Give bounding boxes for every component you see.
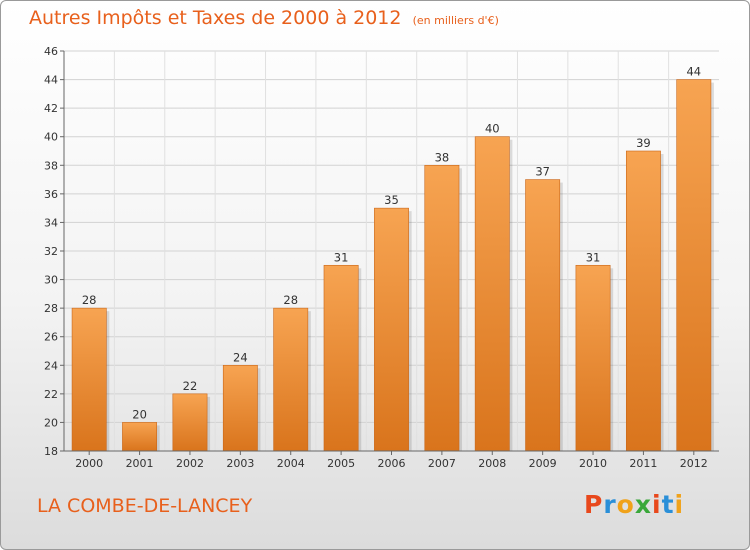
y-tick-label: 26 [44, 331, 58, 344]
logo-letter: o [616, 490, 635, 519]
chart-subtitle: (en milliers d'€) [412, 14, 499, 27]
y-tick-label: 44 [44, 74, 58, 87]
y-tick-label: 40 [44, 131, 58, 144]
x-tick-label: 2002 [176, 457, 204, 470]
y-tick-label: 36 [44, 188, 58, 201]
value-label: 28 [82, 293, 97, 307]
value-label: 31 [586, 250, 601, 264]
logo-letter: i [674, 490, 685, 519]
bar-2006 [374, 207, 409, 452]
logo-letter: P [584, 490, 604, 519]
y-tick-label: 22 [44, 388, 58, 401]
x-tick-label: 2009 [529, 457, 557, 470]
y-tick-label: 30 [44, 274, 58, 287]
y-axis: 18 20 22 24 26 28 30 32 34 36 38 40 42 44 46 [44, 45, 65, 458]
y-tick-label: 38 [44, 159, 58, 172]
bars [71, 79, 714, 452]
x-tick-label: 2004 [277, 457, 305, 470]
logo-letter: r [603, 490, 617, 519]
value-labels: 28 20 22 24 28 31 35 38 40 37 31 39 44 [82, 65, 701, 422]
y-tick-label: 46 [44, 45, 58, 58]
y-tick-label: 24 [44, 359, 58, 372]
value-label: 31 [334, 250, 349, 264]
logo-letter: t [661, 490, 675, 519]
y-tick-label: 32 [44, 245, 58, 258]
y-tick-label: 20 [44, 416, 58, 429]
bar-2004 [273, 307, 309, 452]
logo-letter: i [652, 490, 662, 519]
x-tick-label: 2010 [579, 457, 607, 470]
bar-2012 [676, 79, 712, 452]
proxiti-logo: Proxiti [584, 490, 684, 519]
x-tick-label: 2008 [478, 457, 506, 470]
bar-2007 [424, 164, 460, 452]
bar-2002 [172, 393, 208, 452]
x-tick-label: 2012 [680, 457, 708, 470]
logo-letter: x [634, 490, 652, 519]
x-tick-label: 2001 [126, 457, 154, 470]
y-tick-label: 42 [44, 102, 58, 115]
bar-2008 [474, 136, 510, 452]
x-tick-label: 2011 [629, 457, 657, 470]
bar-2001 [122, 422, 158, 452]
bar-2011 [625, 150, 661, 452]
value-label: 35 [384, 193, 399, 207]
value-label: 20 [132, 407, 147, 421]
value-label: 39 [636, 136, 651, 150]
x-axis: 2000 2001 2002 2003 2004 2005 2006 2007 2008 2009… [64, 450, 719, 470]
y-tick-label: 28 [44, 302, 58, 315]
x-tick-label: 2003 [226, 457, 254, 470]
value-label: 44 [686, 65, 701, 79]
x-tick-label: 2000 [75, 457, 103, 470]
chart-title: Autres Impôts et Taxes de 2000 à 2012 [29, 7, 402, 29]
value-label: 37 [535, 165, 550, 179]
value-label: 38 [435, 150, 450, 164]
value-label: 28 [283, 293, 298, 307]
y-tick-label: 18 [44, 445, 58, 458]
bar-2000 [71, 307, 107, 452]
bar-2009 [525, 179, 561, 452]
value-label: 40 [485, 122, 500, 136]
value-label: 22 [183, 379, 198, 393]
x-tick-label: 2005 [327, 457, 355, 470]
bar-2005 [323, 264, 359, 452]
title-row: Autres Impôts et Taxes de 2000 à 2012 (e… [29, 7, 499, 29]
x-tick-label: 2007 [428, 457, 456, 470]
bar-2010 [575, 264, 611, 452]
value-label: 24 [233, 350, 248, 364]
x-tick-label: 2006 [378, 457, 406, 470]
y-tick-label: 34 [44, 216, 58, 229]
bar-2003 [222, 364, 258, 452]
commune-name: LA COMBE-DE-LANCEY [37, 495, 253, 517]
